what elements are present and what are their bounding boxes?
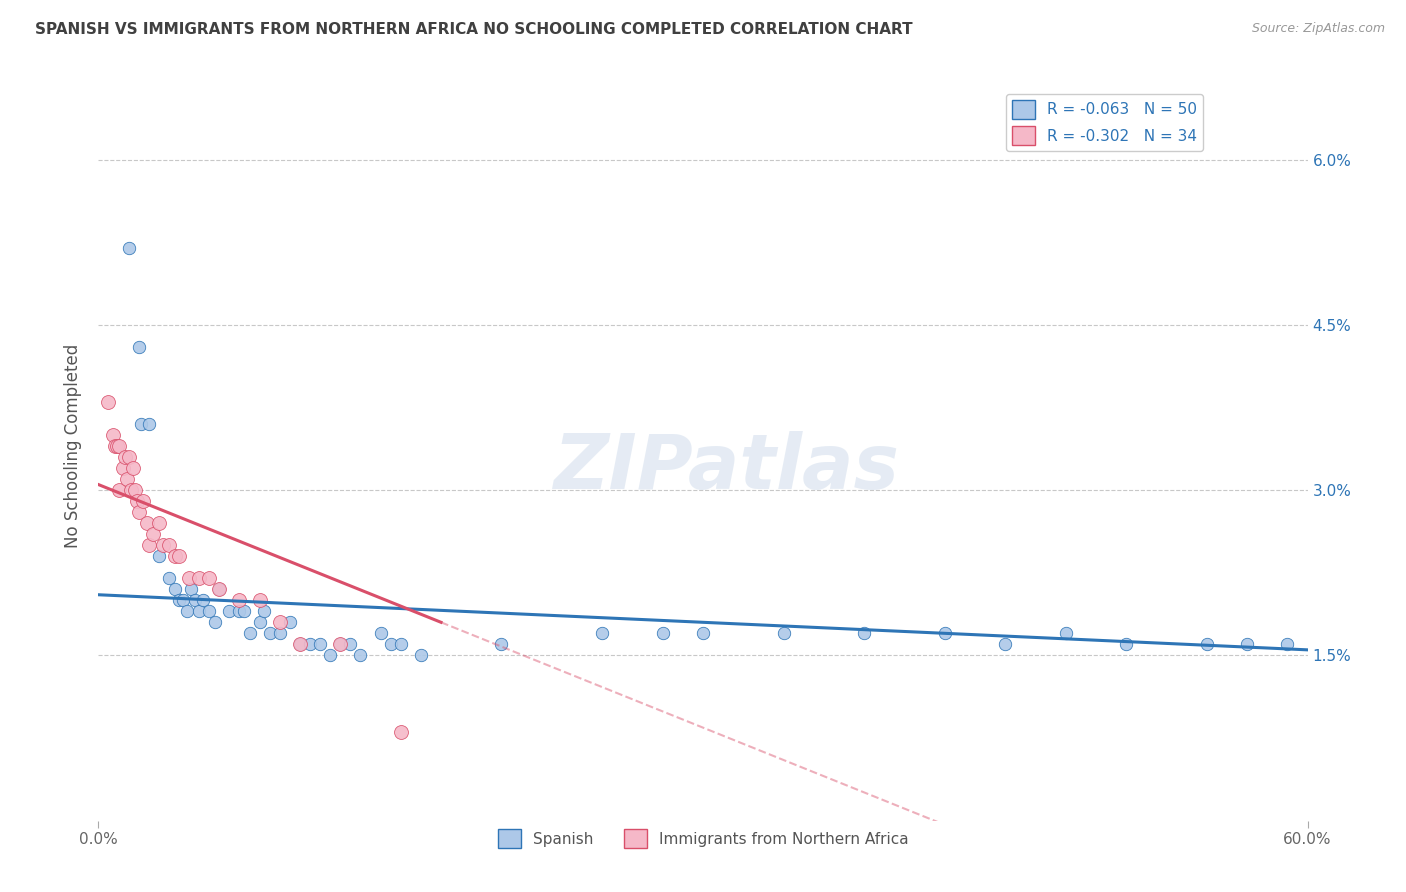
- Point: [278, 615, 301, 630]
- Point: [319, 648, 342, 663]
- Point: [934, 626, 956, 640]
- Point: [142, 527, 165, 541]
- Point: [111, 461, 134, 475]
- Point: [105, 439, 128, 453]
- Point: [1195, 637, 1218, 651]
- Point: [114, 450, 136, 464]
- Point: [1115, 637, 1137, 651]
- Point: [120, 483, 142, 497]
- Point: [339, 637, 361, 651]
- Point: [198, 571, 221, 585]
- Point: [853, 626, 876, 640]
- Point: [299, 637, 322, 651]
- Point: [97, 395, 120, 409]
- Point: [370, 626, 392, 640]
- Point: [148, 516, 170, 530]
- Point: [179, 571, 201, 585]
- Point: [591, 626, 613, 640]
- Point: [188, 604, 211, 618]
- Point: [208, 582, 231, 597]
- Point: [1054, 626, 1077, 640]
- Point: [193, 593, 215, 607]
- Point: [259, 626, 281, 640]
- Point: [125, 494, 148, 508]
- Point: [204, 615, 226, 630]
- Point: [389, 637, 412, 651]
- Point: [218, 604, 240, 618]
- Point: [249, 615, 271, 630]
- Point: [107, 483, 129, 497]
- Point: [651, 626, 673, 640]
- Point: [288, 637, 311, 651]
- Point: [329, 637, 352, 651]
- Point: [148, 549, 170, 564]
- Point: [101, 428, 124, 442]
- Point: [228, 593, 250, 607]
- Point: [152, 538, 174, 552]
- Point: [118, 241, 141, 255]
- Text: SPANISH VS IMMIGRANTS FROM NORTHERN AFRICA NO SCHOOLING COMPLETED CORRELATION CH: SPANISH VS IMMIGRANTS FROM NORTHERN AFRI…: [35, 22, 912, 37]
- Point: [491, 637, 513, 651]
- Point: [115, 472, 138, 486]
- Point: [772, 626, 794, 640]
- Point: [157, 538, 180, 552]
- Y-axis label: No Schooling Completed: No Schooling Completed: [65, 344, 83, 548]
- Point: [176, 604, 198, 618]
- Point: [167, 549, 190, 564]
- Point: [228, 604, 250, 618]
- Point: [288, 637, 311, 651]
- Point: [132, 494, 155, 508]
- Point: [1277, 637, 1299, 651]
- Point: [692, 626, 714, 640]
- Point: [157, 571, 180, 585]
- Point: [269, 626, 291, 640]
- Text: ZIPatlas: ZIPatlas: [554, 432, 900, 506]
- Point: [107, 439, 129, 453]
- Point: [167, 593, 190, 607]
- Point: [188, 571, 211, 585]
- Point: [103, 439, 125, 453]
- Point: [389, 725, 412, 739]
- Point: [163, 582, 186, 597]
- Point: [118, 450, 141, 464]
- Point: [198, 604, 221, 618]
- Point: [163, 549, 186, 564]
- Point: [1236, 637, 1258, 651]
- Point: [249, 593, 271, 607]
- Point: [380, 637, 402, 651]
- Legend: Spanish, Immigrants from Northern Africa: Spanish, Immigrants from Northern Africa: [492, 823, 914, 855]
- Point: [208, 582, 231, 597]
- Point: [138, 417, 160, 431]
- Point: [129, 417, 152, 431]
- Point: [329, 637, 352, 651]
- Point: [135, 516, 157, 530]
- Point: [124, 483, 146, 497]
- Point: [232, 604, 254, 618]
- Point: [138, 538, 160, 552]
- Text: Source: ZipAtlas.com: Source: ZipAtlas.com: [1251, 22, 1385, 36]
- Point: [128, 505, 150, 519]
- Point: [172, 593, 194, 607]
- Point: [128, 340, 150, 354]
- Point: [180, 582, 202, 597]
- Point: [184, 593, 207, 607]
- Point: [309, 637, 332, 651]
- Point: [409, 648, 432, 663]
- Point: [239, 626, 262, 640]
- Point: [994, 637, 1017, 651]
- Point: [253, 604, 276, 618]
- Point: [349, 648, 371, 663]
- Point: [121, 461, 143, 475]
- Point: [269, 615, 291, 630]
